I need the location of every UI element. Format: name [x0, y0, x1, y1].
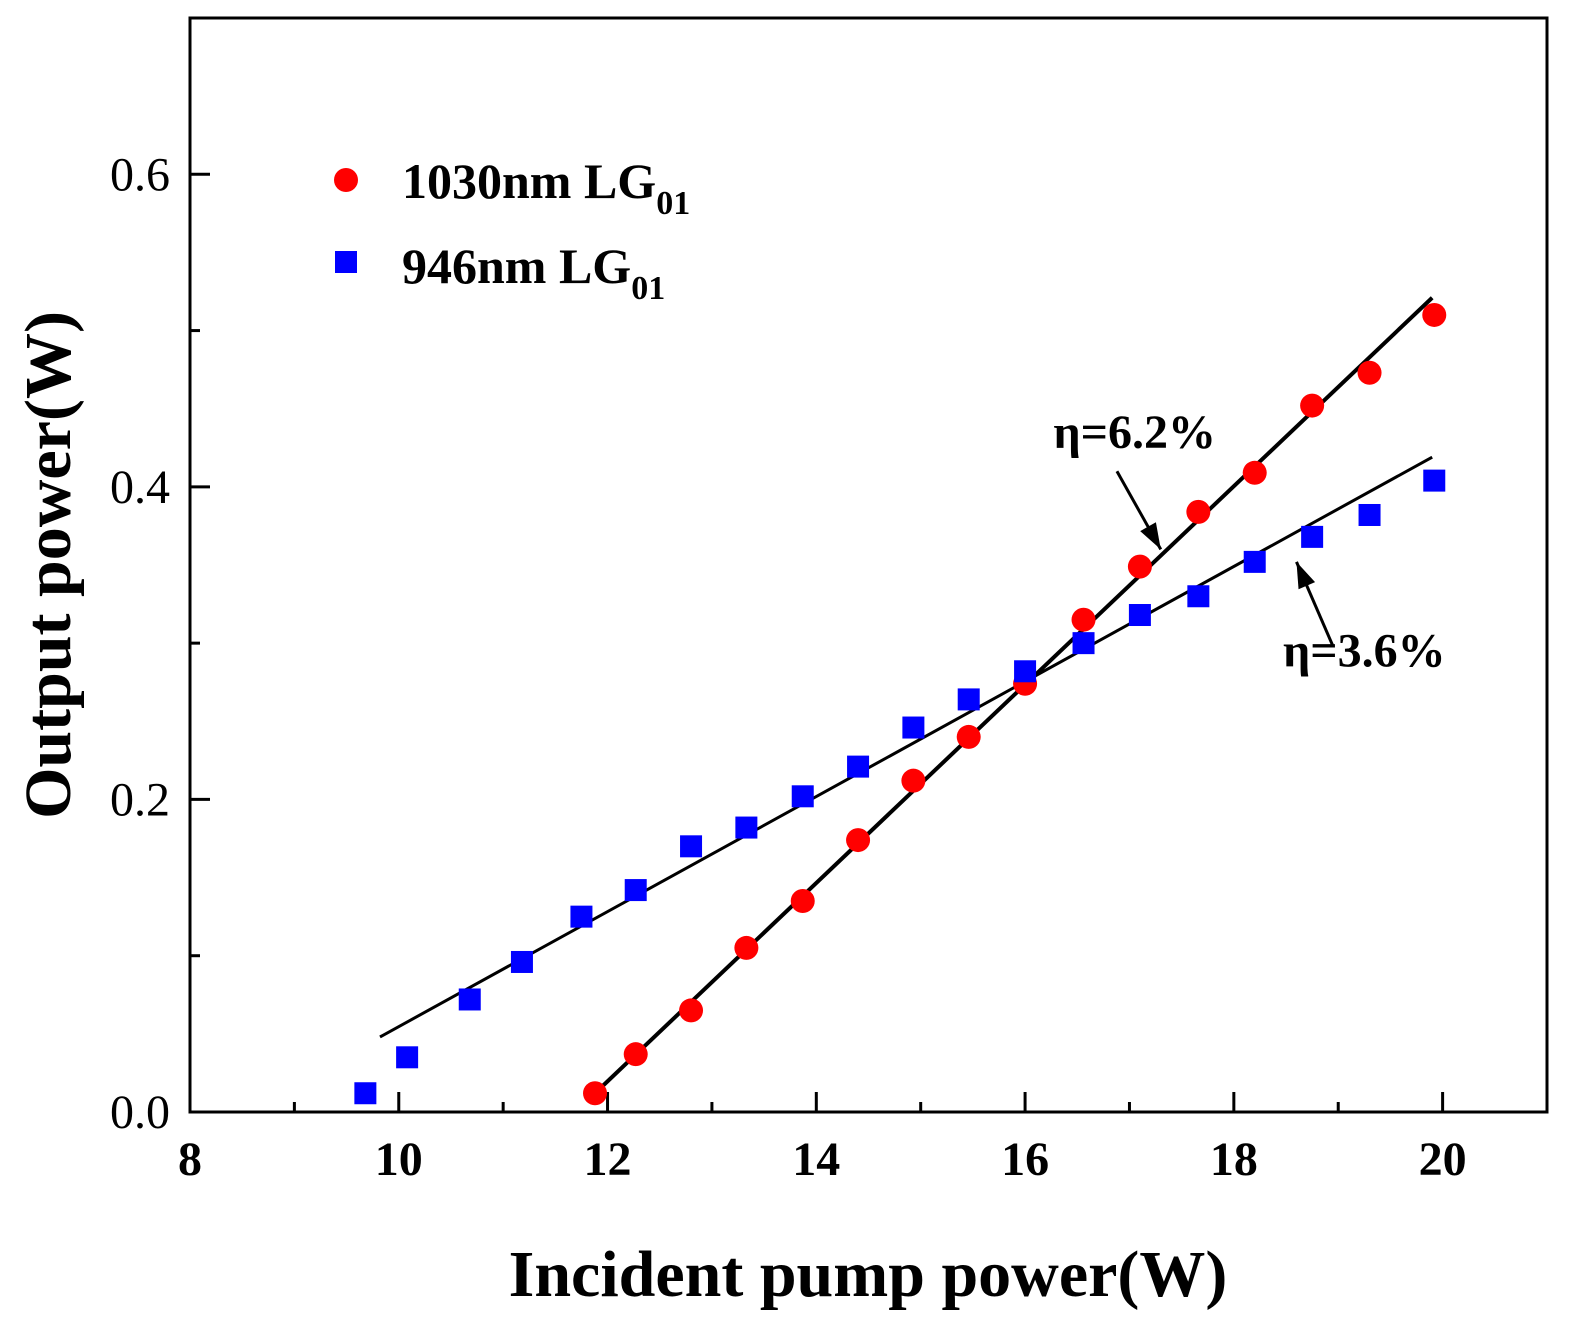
annotation-arrowhead-1: [1140, 522, 1161, 550]
fit-line-1030nm: [593, 296, 1434, 1095]
data-point-946nm: [735, 816, 758, 839]
data-point-946nm: [1187, 585, 1210, 608]
data-point-1030nm: [1357, 360, 1382, 385]
annotation-efficiency-2: η=3.6%: [1283, 625, 1446, 678]
legend-label-1030nm-sub: 01: [656, 185, 690, 222]
legend-label-946nm: 946nm LG01: [402, 238, 665, 307]
fit-line-946nm: [379, 455, 1433, 1039]
data-point-1030nm: [1242, 460, 1267, 485]
y-tick-label: 0.2: [110, 773, 170, 826]
x-tick-label: 18: [1210, 1133, 1258, 1186]
data-point-1030nm: [901, 768, 926, 793]
data-point-1030nm: [956, 724, 981, 749]
y-axis-ticks: [190, 172, 210, 1114]
plot-frame: [188, 16, 1549, 1114]
data-point-1030nm: [790, 889, 815, 914]
data-point-946nm: [1128, 604, 1151, 627]
y-tick-label: 0.0: [110, 1086, 170, 1139]
data-point-1030nm: [1071, 607, 1096, 632]
data-point-946nm: [847, 755, 870, 778]
data-point-946nm: [354, 1082, 377, 1105]
legend-marker-946nm: [335, 251, 357, 273]
y-axis-label: Output power(W): [12, 311, 85, 819]
legend-marker-1030nm: [334, 168, 358, 192]
x-tick-label: 16: [1001, 1133, 1049, 1186]
data-points: [354, 302, 1447, 1106]
data-point-1030nm: [623, 1042, 648, 1067]
x-tick-label: 8: [178, 1133, 202, 1186]
data-point-946nm: [791, 785, 814, 808]
fit-lines: [379, 296, 1434, 1095]
legend: 1030nm LG01 946nm LG01: [334, 153, 690, 307]
data-point-1030nm: [846, 828, 871, 853]
y-tick-label: 0.6: [110, 148, 170, 201]
legend-label-946nm-sub: 01: [631, 270, 665, 307]
x-tick-label: 12: [584, 1133, 632, 1186]
data-point-1030nm: [1300, 393, 1325, 418]
legend-label-946nm-main: 946nm LG: [402, 238, 631, 294]
data-point-946nm: [680, 835, 703, 858]
legend-label-1030nm: 1030nm LG01: [402, 153, 690, 222]
x-axis-tick-labels: 8 10 12 14 16 18 20: [178, 1133, 1467, 1186]
data-point-946nm: [396, 1046, 419, 1069]
annotation-efficiency-1: η=6.2%: [1053, 406, 1216, 459]
data-point-1030nm: [1422, 302, 1447, 327]
x-tick-label: 10: [375, 1133, 423, 1186]
x-axis-label: Incident pump power(W): [509, 1238, 1228, 1311]
data-point-946nm: [570, 905, 593, 928]
data-point-946nm: [624, 879, 647, 902]
legend-label-1030nm-main: 1030nm LG: [402, 153, 656, 209]
data-point-1030nm: [583, 1081, 608, 1106]
data-point-1030nm: [734, 935, 759, 960]
y-tick-label: 0.4: [110, 461, 170, 514]
y-axis-tick-labels: 0.0 0.2 0.4 0.6: [110, 148, 170, 1139]
data-point-946nm: [510, 950, 533, 973]
data-point-946nm: [1014, 660, 1037, 683]
data-point-946nm: [458, 988, 481, 1011]
data-point-1030nm: [679, 998, 704, 1023]
annotation-arrowhead-2: [1296, 561, 1316, 590]
data-point-946nm: [1423, 469, 1446, 492]
data-point-946nm: [1301, 525, 1324, 548]
data-point-946nm: [957, 688, 980, 711]
data-point-946nm: [902, 716, 925, 739]
data-point-1030nm: [1127, 554, 1152, 579]
data-point-946nm: [1243, 550, 1266, 573]
x-tick-label: 14: [792, 1133, 840, 1186]
x-tick-label: 20: [1419, 1133, 1467, 1186]
data-point-1030nm: [1186, 499, 1211, 524]
data-point-946nm: [1072, 632, 1095, 655]
data-point-946nm: [1358, 503, 1381, 526]
x-axis-ticks: [188, 1092, 1445, 1112]
annotations: η=6.2% η=3.6%: [1053, 406, 1445, 678]
